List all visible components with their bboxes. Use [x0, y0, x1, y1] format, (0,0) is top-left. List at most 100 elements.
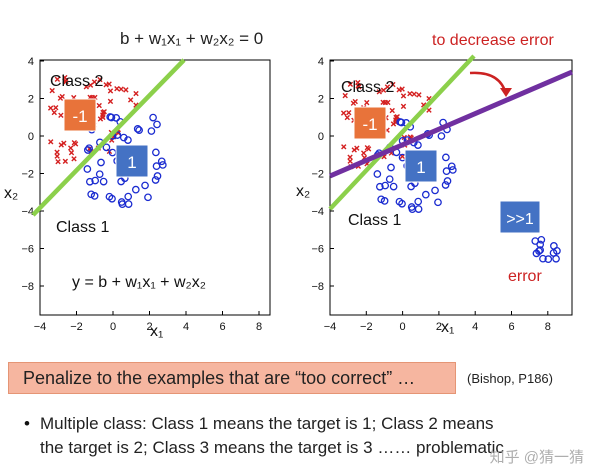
class2-cross-point [394, 113, 400, 120]
class1-circle-point [97, 158, 105, 167]
y-tick-label: 2 [318, 94, 324, 106]
class2-cross-point [360, 150, 367, 156]
penalty-callout: Penalize to the examples that are “too c… [8, 362, 456, 394]
class1-circle-point [408, 205, 417, 213]
class2-cross-point [351, 147, 357, 153]
class2-cross-point [400, 103, 407, 110]
class1-circle-point [85, 144, 93, 153]
class2-cross-point [400, 93, 407, 99]
class2-cross-point [53, 105, 59, 111]
class1-circle-point [442, 167, 451, 176]
right-target-minus1: -1 [362, 115, 377, 134]
shift-arrow-head-icon [500, 88, 512, 97]
class1-circle-point [442, 153, 450, 162]
class1-circle-point [431, 186, 439, 195]
class2-cross-point [355, 79, 361, 86]
class1-circle-point [421, 190, 430, 199]
x-tick-label: 0 [110, 321, 116, 333]
y-tick-label: −4 [21, 206, 34, 218]
right-target-much-greater: >>1 [506, 211, 534, 228]
class1-circle-point [83, 165, 92, 173]
class2-cross-point [59, 93, 65, 100]
x-tick-label: 4 [472, 321, 478, 333]
class2-cross-point [54, 153, 60, 159]
right-x-ticks: −4 −2 0 2 4 6 8 [324, 311, 551, 333]
class2-cross-point [411, 91, 417, 97]
left-lower-equation: y = b + w₁x₁ + w₂x₂ [72, 274, 206, 291]
class1-circle-point [99, 177, 108, 186]
class2-cross-point [390, 81, 396, 88]
watermark: 知乎 @猜一猜 [489, 449, 584, 466]
y-tick-label: −8 [21, 281, 34, 293]
class1-circle-point [157, 157, 166, 166]
outlier-circle-point [537, 235, 546, 244]
class2-cross-point [107, 98, 114, 105]
class2-cross-point [96, 102, 102, 109]
x-tick-label: 8 [545, 321, 551, 333]
left-plot: −4 −2 0 2 4 6 8 4 2 0 −2 −4 −6 −8 b + w₁x₁ + w₂x₂ = … [4, 29, 271, 340]
right-target-1: 1 [416, 158, 425, 177]
class1-circle-point [152, 162, 161, 171]
class2-cross-point [58, 142, 64, 148]
class2-cross-point [340, 110, 347, 116]
class1-circle-point [118, 200, 127, 208]
class2-cross-point [384, 84, 391, 90]
class1-circle-point [91, 176, 100, 185]
y-tick-label: −4 [311, 206, 324, 218]
class1-circle-point [414, 205, 423, 213]
class2-cross-point [376, 89, 382, 95]
class1-circle-point [375, 182, 384, 191]
class1-circle-point [102, 143, 111, 152]
class1-circle-point [149, 113, 157, 122]
class2-cross-point [342, 92, 348, 99]
class2-cross-point [114, 86, 120, 92]
class2-cross-point [47, 105, 54, 111]
class1-circle-point [131, 185, 140, 194]
class1-circle-point [90, 192, 99, 200]
bullet-line-1: Multiple class: Class 1 means the target… [40, 414, 494, 433]
class1-circle-point [447, 162, 456, 171]
x-tick-label: 8 [256, 321, 262, 333]
class2-cross-point [364, 99, 370, 106]
class2-cross-point [62, 158, 69, 164]
x-tick-label: 6 [219, 321, 225, 333]
shift-arrow [469, 71, 508, 95]
class1-circle-point [414, 141, 422, 149]
class2-cross-point [107, 88, 114, 94]
left-target-1: 1 [127, 153, 136, 172]
class1-circle-point [124, 192, 133, 201]
class2-cross-point [352, 98, 358, 105]
class2-cross-point [62, 74, 68, 81]
class2-cross-point [133, 90, 139, 97]
class1-circle-point [397, 118, 406, 127]
class2-cross-point [344, 114, 350, 121]
class1-circle-point [85, 177, 94, 186]
class2-cross-point [347, 154, 353, 160]
right-boundary-shifted [329, 69, 573, 179]
error-label: error [508, 268, 542, 285]
left-boundary-equation: b + w₁x₁ + w₂x₂ = 0 [120, 29, 263, 48]
class2-cross-point [54, 76, 61, 82]
x-tick-label: −4 [324, 321, 337, 333]
class2-cross-point [347, 158, 353, 164]
class2-cross-point [103, 82, 109, 88]
right-x-axis-label: x₁ [441, 319, 454, 336]
left-target-minus1: -1 [72, 107, 87, 126]
class2-cross-point [58, 112, 64, 118]
left-class1-label: Class 1 [56, 219, 109, 236]
class2-cross-point [407, 91, 413, 97]
x-tick-label: 4 [183, 321, 189, 333]
right-target-minus1-box [353, 106, 387, 140]
class1-circle-point [112, 114, 121, 122]
class1-circle-point [153, 172, 162, 180]
outlier-circle-point [536, 240, 545, 249]
left-plot-frame [39, 59, 271, 316]
class1-circle-point [387, 163, 395, 172]
x-tick-label: −2 [70, 321, 83, 333]
right-plot-frame [329, 59, 573, 316]
right-y-ticks: 4 2 0 −2 −4 −6 −8 [311, 56, 334, 293]
class2-cross-point [67, 145, 74, 151]
class2-cross-point [364, 144, 371, 151]
x-tick-label: 0 [400, 321, 406, 333]
